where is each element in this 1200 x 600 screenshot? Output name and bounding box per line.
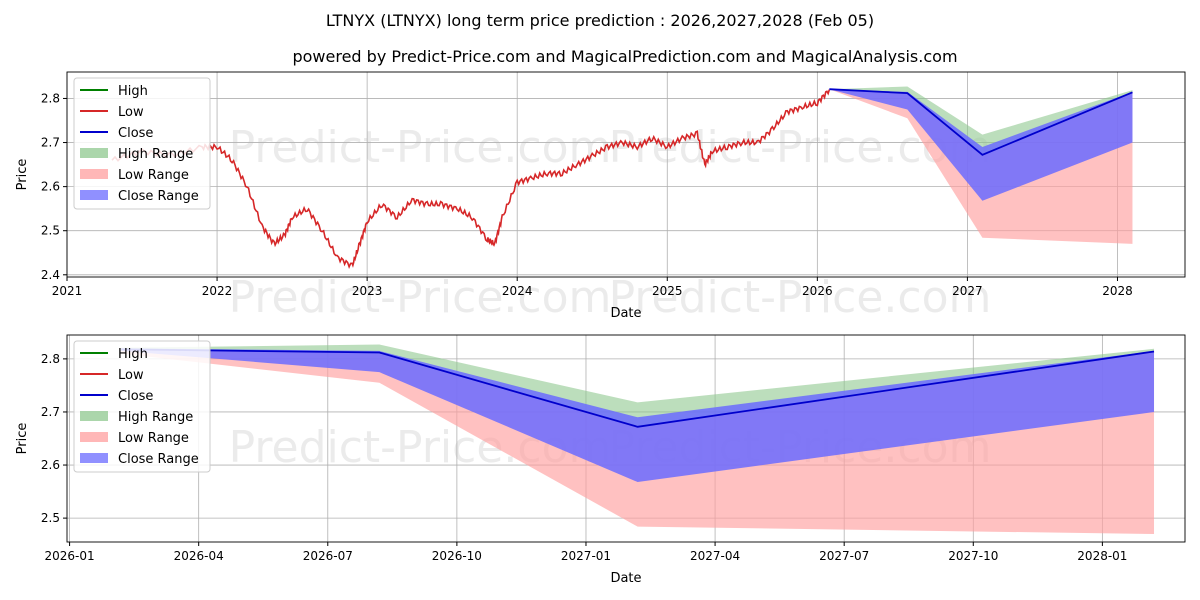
legend-label: High Range — [118, 410, 193, 425]
legend-label: Low — [118, 368, 144, 383]
legend-label: High — [118, 84, 148, 99]
close-forecast-line — [829, 88, 1133, 156]
plot-area — [121, 344, 1155, 535]
legend-label: Close — [118, 389, 153, 404]
legend-patch-close-range — [80, 190, 108, 200]
close-range-area — [121, 348, 1155, 483]
y-tick-label: 2.7 — [41, 136, 60, 150]
legend-patch-low-range — [80, 169, 108, 179]
x-tick-label: 2027-04 — [690, 549, 740, 563]
x-tick-label: 2021 — [52, 284, 83, 298]
watermark-text: Predict-Price.com — [229, 272, 612, 323]
watermark-text: Predict-Price.com — [609, 272, 992, 323]
legend-patch-high-range — [80, 148, 108, 158]
high-range-area — [121, 344, 1155, 427]
close-forecast-line — [121, 348, 1155, 428]
x-axis-label: Date — [610, 571, 641, 586]
axes-frame — [66, 71, 1186, 278]
x-tick-label: 2027-01 — [561, 549, 611, 563]
x-tick-label: 2027 — [952, 284, 983, 298]
legend-patch-low-range — [80, 432, 108, 442]
high-range-area — [829, 86, 1133, 155]
legend-label: High Range — [118, 147, 193, 162]
plot-area — [111, 86, 1133, 270]
legend-label: Close Range — [118, 189, 199, 204]
legend-patch-close-range — [80, 453, 108, 463]
y-tick-label: 2.4 — [41, 268, 60, 282]
x-tick-label: 2023 — [352, 284, 383, 298]
y-tick-label: 2.8 — [41, 352, 60, 366]
x-tick-label: 2028 — [1102, 284, 1133, 298]
x-tick-label: 2028-01 — [1077, 549, 1127, 563]
x-tick-label: 2026-04 — [174, 549, 224, 563]
x-tick-label: 2022 — [202, 284, 233, 298]
legend-label: Low Range — [118, 431, 189, 446]
y-tick-label: 2.5 — [41, 511, 60, 525]
close-range-area — [829, 89, 1133, 201]
axes-frame — [66, 334, 1186, 543]
y-axis-label: Price — [15, 159, 30, 191]
top-panel: Predict-Price.comPredict-Price.comPredic… — [15, 71, 1186, 323]
chart-title: LTNYX (LTNYX) long term price prediction… — [326, 11, 874, 30]
x-tick-label: 2024 — [502, 284, 533, 298]
legend-label: Low Range — [118, 168, 189, 183]
x-tick-label: 2026-01 — [45, 549, 95, 563]
legend-label: Low — [118, 105, 144, 120]
x-tick-label: 2025 — [652, 284, 683, 298]
legend: High Low Close High Range Low Range Close Ran… — [73, 77, 211, 210]
watermark-text: Predict-Price.com — [229, 122, 612, 173]
y-tick-label: 2.6 — [41, 180, 60, 194]
y-axis-label: Price — [15, 423, 30, 455]
x-tick-label: 2026 — [802, 284, 833, 298]
y-tick-label: 2.5 — [41, 224, 60, 238]
x-tick-label: 2026-07 — [303, 549, 353, 563]
chart-subtitle: powered by Predict-Price.com and Magical… — [292, 47, 957, 66]
history-price-line — [111, 89, 831, 270]
legend-label: Close Range — [118, 452, 199, 467]
legend-patch-high-range — [80, 411, 108, 421]
legend: High Low Close High Range Low Range Close Ran… — [73, 340, 211, 473]
x-tick-label: 2027-10 — [948, 549, 998, 563]
x-axis-label: Date — [610, 306, 641, 321]
x-tick-label: 2027-07 — [819, 549, 869, 563]
x-tick-label: 2026-10 — [432, 549, 482, 563]
legend-label: High — [118, 347, 148, 362]
y-tick-label: 2.7 — [41, 405, 60, 419]
y-tick-label: 2.8 — [41, 91, 60, 105]
legend-label: Close — [118, 126, 153, 141]
bottom-panel: Predict-Price.comPredict-Price.com2026-0… — [15, 334, 1186, 586]
y-tick-label: 2.6 — [41, 458, 60, 472]
